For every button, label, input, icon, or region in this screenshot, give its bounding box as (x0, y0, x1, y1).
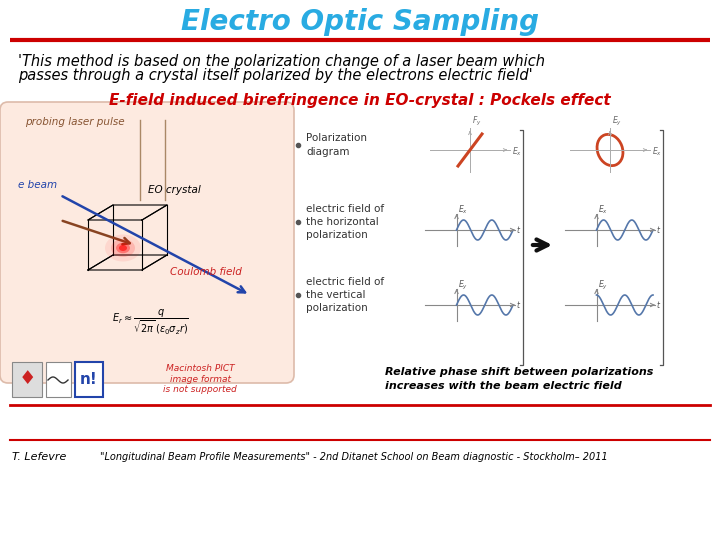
Text: t: t (657, 226, 660, 235)
Text: Relative phase shift between polarizations
increases with the beam electric fiel: Relative phase shift between polarizatio… (385, 367, 653, 391)
Text: electric field of
the horizontal
polarization: electric field of the horizontal polariz… (306, 204, 384, 240)
Text: E-field induced birefringence in EO-crystal : Pockels effect: E-field induced birefringence in EO-crys… (109, 92, 611, 107)
Text: Polarization
diagram: Polarization diagram (306, 133, 367, 157)
Text: t: t (517, 226, 520, 235)
Text: $E_r \approx \dfrac{q}{\sqrt{2\pi}\,(\varepsilon_0\sigma_z r)}$: $E_r \approx \dfrac{q}{\sqrt{2\pi}\,(\va… (112, 307, 189, 336)
Text: $E_y$: $E_y$ (598, 279, 608, 292)
Text: n!: n! (80, 372, 98, 387)
Text: $F_y$: $F_y$ (472, 114, 482, 127)
Text: t: t (517, 301, 520, 310)
Text: $E_y$: $E_y$ (612, 114, 622, 127)
Text: t: t (657, 301, 660, 310)
FancyBboxPatch shape (46, 362, 71, 397)
Text: Coulomb field: Coulomb field (170, 267, 242, 277)
Text: electric field of
the vertical
polarization: electric field of the vertical polarizat… (306, 277, 384, 313)
FancyBboxPatch shape (75, 362, 103, 397)
FancyBboxPatch shape (12, 362, 42, 397)
Text: e beam: e beam (18, 180, 57, 190)
Text: T. Lefevre: T. Lefevre (12, 452, 66, 462)
Text: EO crystal: EO crystal (148, 185, 201, 195)
Text: "Longitudinal Beam Profile Measurements" - 2nd Ditanet School on Beam diagnostic: "Longitudinal Beam Profile Measurements"… (100, 452, 608, 462)
Text: $E_x$: $E_x$ (598, 203, 608, 215)
Text: $E_y$: $E_y$ (459, 279, 469, 292)
Text: ♦: ♦ (18, 368, 36, 388)
Text: 'This method is based on the polarization change of a laser beam which: 'This method is based on the polarizatio… (18, 54, 545, 69)
Text: Macintosh PICT
image format
is not supported: Macintosh PICT image format is not suppo… (163, 364, 237, 394)
Text: $E_x$: $E_x$ (512, 145, 522, 158)
Text: Electro Optic Sampling: Electro Optic Sampling (181, 8, 539, 36)
Ellipse shape (119, 245, 127, 251)
Ellipse shape (111, 239, 135, 257)
Text: passes through a crystal itself polarized by the electrons electric field': passes through a crystal itself polarize… (18, 68, 533, 83)
Ellipse shape (116, 243, 130, 253)
Text: $E_x$: $E_x$ (459, 203, 469, 215)
FancyBboxPatch shape (0, 102, 294, 383)
Text: $E_x$: $E_x$ (652, 145, 662, 158)
Ellipse shape (105, 234, 141, 261)
Text: probing laser pulse: probing laser pulse (25, 117, 125, 127)
